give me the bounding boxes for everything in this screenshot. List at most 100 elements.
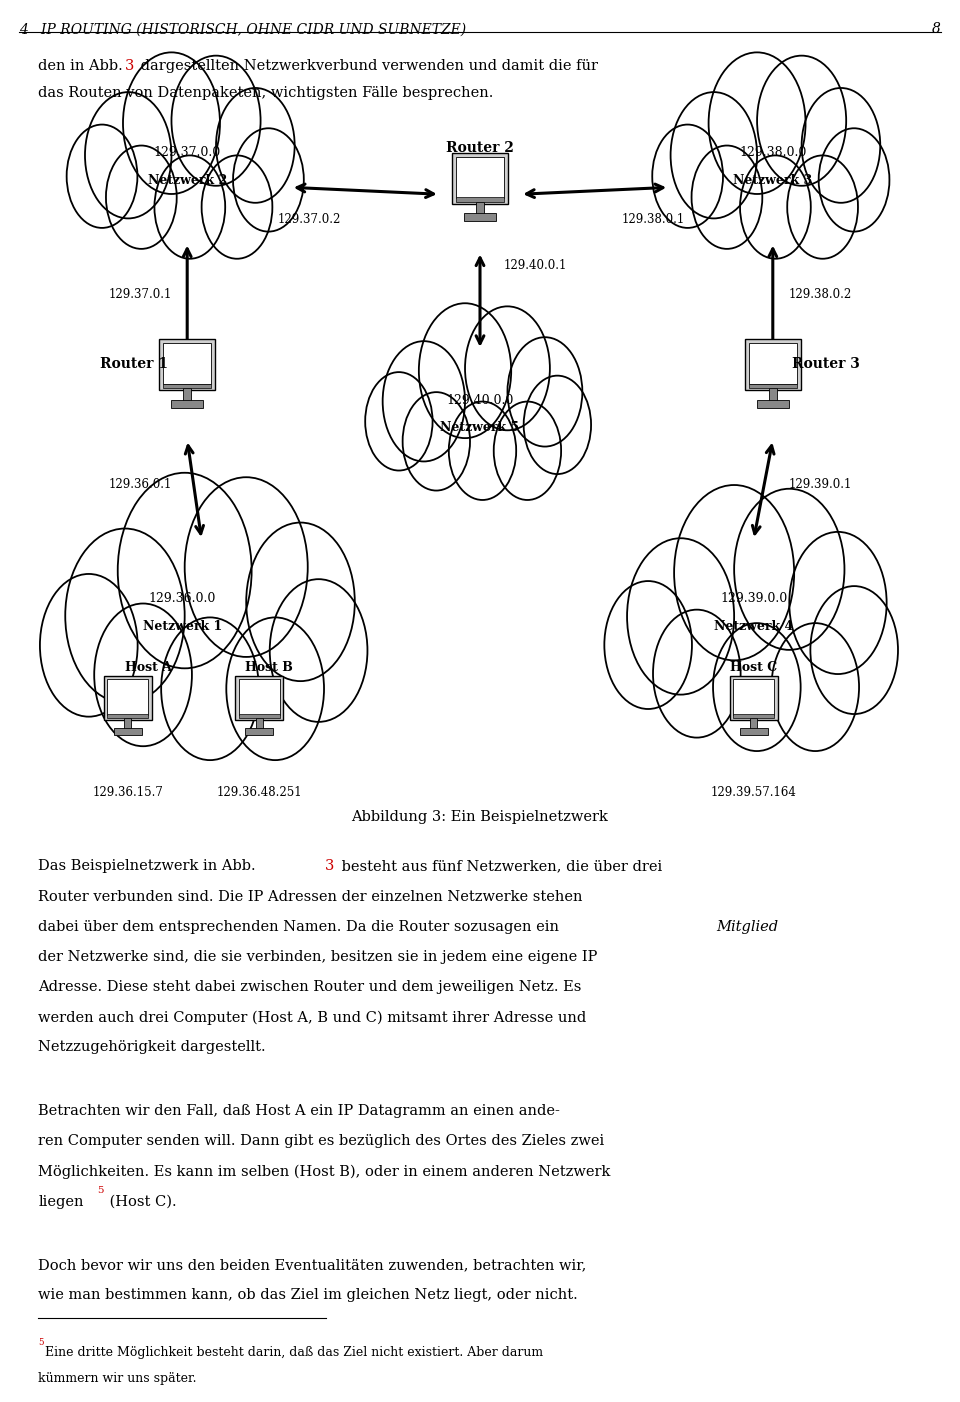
Bar xyxy=(749,384,797,388)
FancyBboxPatch shape xyxy=(235,676,283,719)
Circle shape xyxy=(652,125,723,229)
Circle shape xyxy=(674,485,794,660)
Circle shape xyxy=(106,146,177,250)
Bar xyxy=(114,728,142,735)
Circle shape xyxy=(155,156,226,259)
Bar xyxy=(769,388,777,402)
Bar xyxy=(740,728,768,735)
Bar xyxy=(456,198,504,202)
Text: kümmern wir uns später.: kümmern wir uns später. xyxy=(38,1373,197,1385)
Text: 5: 5 xyxy=(97,1186,104,1195)
Text: 129.40.0.1: 129.40.0.1 xyxy=(504,259,567,272)
Bar xyxy=(749,343,797,384)
Text: 129.40.0.0: 129.40.0.0 xyxy=(446,394,514,407)
Text: werden auch drei Computer (Host A, B und C) mitsamt ihrer Adresse und: werden auch drei Computer (Host A, B und… xyxy=(38,1009,587,1025)
Text: Host C: Host C xyxy=(730,662,778,674)
Text: ren Computer senden will. Dann gibt es bezüglich des Ortes des Zieles zwei: ren Computer senden will. Dann gibt es b… xyxy=(38,1134,605,1148)
Text: 129.37.0.1: 129.37.0.1 xyxy=(108,287,172,301)
Text: Router 1: Router 1 xyxy=(100,356,168,370)
Circle shape xyxy=(123,52,220,193)
Text: den in Abb.: den in Abb. xyxy=(38,59,128,73)
Bar xyxy=(239,680,280,715)
Text: Möglichkeiten. Es kann im selben (Host B), oder in einem anderen Netzwerk: Möglichkeiten. Es kann im selben (Host B… xyxy=(38,1164,611,1179)
Circle shape xyxy=(118,472,252,669)
Circle shape xyxy=(671,93,757,219)
Circle shape xyxy=(40,573,137,716)
Circle shape xyxy=(216,88,295,203)
Text: 129.37.0.2: 129.37.0.2 xyxy=(277,213,341,226)
Text: Netzzugehörigkeit dargestellt.: Netzzugehörigkeit dargestellt. xyxy=(38,1040,266,1054)
Circle shape xyxy=(713,622,801,751)
Circle shape xyxy=(270,579,368,722)
Text: 129.38.0.2: 129.38.0.2 xyxy=(788,287,852,301)
Text: Abbildung 3: Ein Beispielnetzwerk: Abbildung 3: Ein Beispielnetzwerk xyxy=(351,810,609,824)
Circle shape xyxy=(810,586,898,714)
Bar xyxy=(476,202,484,216)
Text: 129.36.48.251: 129.36.48.251 xyxy=(216,785,302,799)
Text: 129.38.0.0: 129.38.0.0 xyxy=(739,146,806,160)
Text: (Host C).: (Host C). xyxy=(106,1195,178,1209)
Circle shape xyxy=(524,376,591,474)
Circle shape xyxy=(66,125,137,229)
Circle shape xyxy=(233,128,303,231)
Circle shape xyxy=(772,622,859,751)
FancyBboxPatch shape xyxy=(159,339,215,390)
Text: 129.39.0.1: 129.39.0.1 xyxy=(788,478,852,491)
Text: Netzwerk 4: Netzwerk 4 xyxy=(714,620,793,632)
Circle shape xyxy=(819,128,889,231)
Circle shape xyxy=(172,56,260,186)
Text: Adresse. Diese steht dabei zwischen Router und dem jeweiligen Netz. Es: Adresse. Diese steht dabei zwischen Rout… xyxy=(38,980,582,994)
Circle shape xyxy=(65,529,184,702)
Text: Eine dritte Möglichkeit besteht darin, daß das Ziel nicht existiert. Aber darum: Eine dritte Möglichkeit besteht darin, d… xyxy=(45,1346,543,1359)
Text: Netzwerk 3: Netzwerk 3 xyxy=(733,174,812,186)
Text: Das Beispielnetzwerk in Abb.: Das Beispielnetzwerk in Abb. xyxy=(38,859,261,873)
Text: besteht aus fünf Netzwerken, die über drei: besteht aus fünf Netzwerken, die über dr… xyxy=(337,859,662,873)
Circle shape xyxy=(789,531,887,674)
Bar xyxy=(163,343,211,384)
Circle shape xyxy=(653,610,740,737)
Bar xyxy=(108,680,149,715)
Circle shape xyxy=(94,603,192,746)
Bar xyxy=(171,400,204,408)
Text: 129.36.15.7: 129.36.15.7 xyxy=(92,785,163,799)
FancyBboxPatch shape xyxy=(452,153,508,203)
Text: Host A: Host A xyxy=(126,662,172,674)
Bar xyxy=(756,400,789,408)
Text: 3: 3 xyxy=(325,859,334,873)
Text: Host B: Host B xyxy=(245,662,293,674)
Circle shape xyxy=(246,523,355,681)
Bar xyxy=(733,680,774,715)
Text: Doch bevor wir uns den beiden Eventualitäten zuwenden, betrachten wir,: Doch bevor wir uns den beiden Eventualit… xyxy=(38,1259,587,1272)
Bar xyxy=(751,718,757,730)
Text: dabei über dem entsprechenden Namen. Da die Router sozusagen ein: dabei über dem entsprechenden Namen. Da … xyxy=(38,920,564,934)
FancyBboxPatch shape xyxy=(745,339,801,390)
Text: 129.39.57.164: 129.39.57.164 xyxy=(710,785,797,799)
Circle shape xyxy=(493,401,561,501)
FancyBboxPatch shape xyxy=(104,676,152,719)
Circle shape xyxy=(402,393,470,491)
Circle shape xyxy=(419,303,511,437)
FancyBboxPatch shape xyxy=(730,676,778,719)
Circle shape xyxy=(161,617,259,760)
Text: Mitglied: Mitglied xyxy=(716,920,779,934)
Bar xyxy=(125,718,131,730)
Text: das Routen von Datenpaketen, wichtigsten Fälle besprechen.: das Routen von Datenpaketen, wichtigsten… xyxy=(38,86,493,100)
Bar xyxy=(255,718,263,730)
Text: 3: 3 xyxy=(125,59,134,73)
Text: der Netzwerke sind, die sie verbinden, besitzen sie in jedem eine eigene IP: der Netzwerke sind, die sie verbinden, b… xyxy=(38,951,598,963)
Circle shape xyxy=(691,146,762,250)
Bar xyxy=(246,728,273,735)
Text: dargestellten Netzwerkverbund verwenden und damit die für: dargestellten Netzwerkverbund verwenden … xyxy=(136,59,598,73)
Circle shape xyxy=(383,341,465,461)
Text: Router 2: Router 2 xyxy=(446,142,514,156)
Circle shape xyxy=(740,156,811,259)
Circle shape xyxy=(508,338,583,447)
Circle shape xyxy=(787,156,858,259)
Text: Netzwerk 5: Netzwerk 5 xyxy=(441,422,519,435)
Bar xyxy=(733,714,774,718)
Circle shape xyxy=(734,489,845,651)
Bar xyxy=(163,384,211,388)
Circle shape xyxy=(627,538,734,694)
Bar xyxy=(183,388,191,402)
Text: 129.38.0.1: 129.38.0.1 xyxy=(622,213,685,226)
